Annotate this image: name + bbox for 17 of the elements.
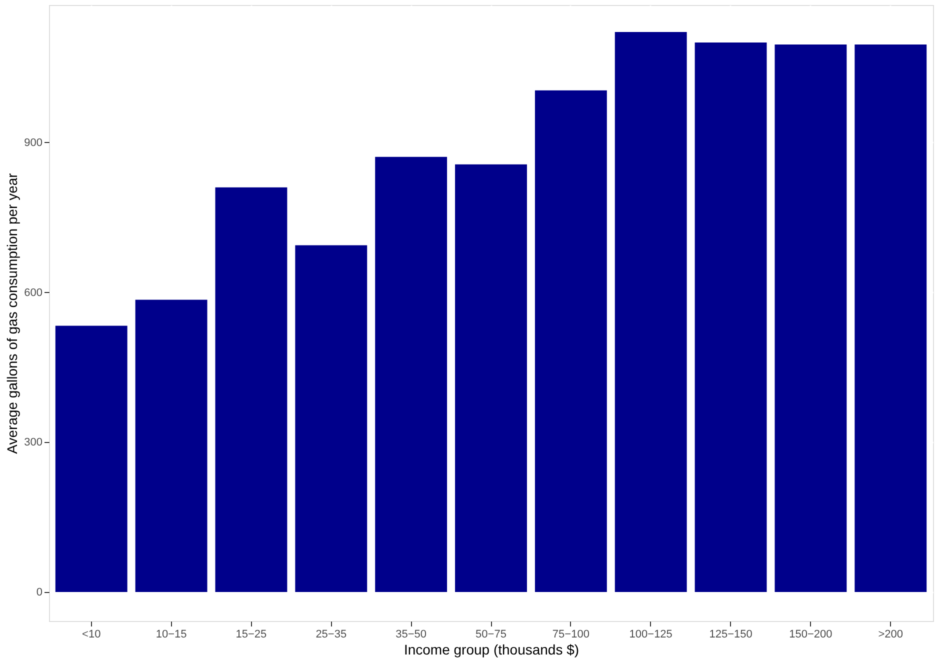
x-tick-label: 15−25 bbox=[236, 628, 267, 640]
x-tick-label: 100−125 bbox=[629, 628, 672, 640]
x-tick-label: 25−35 bbox=[316, 628, 347, 640]
y-tick-label: 0 bbox=[36, 586, 42, 599]
x-axis-title: Income group (thousands $) bbox=[404, 642, 580, 658]
x-tick-label: <10 bbox=[82, 628, 101, 640]
x-tick-label: 35−50 bbox=[396, 628, 427, 640]
x-tick-label: 75−100 bbox=[552, 628, 590, 640]
y-tick-label: 300 bbox=[24, 436, 42, 449]
x-tick-label: 125−150 bbox=[709, 628, 752, 640]
x-tick-label: 150−200 bbox=[789, 628, 832, 640]
y-tick-label: 900 bbox=[24, 136, 42, 149]
y-tick-label: 600 bbox=[24, 286, 42, 299]
y-axis-title: Average gallons of gas consumption per year bbox=[4, 172, 20, 454]
x-tick-label: 50−75 bbox=[476, 628, 506, 640]
x-tick-label: 10−15 bbox=[156, 628, 187, 640]
x-tick-label: >200 bbox=[878, 628, 904, 640]
